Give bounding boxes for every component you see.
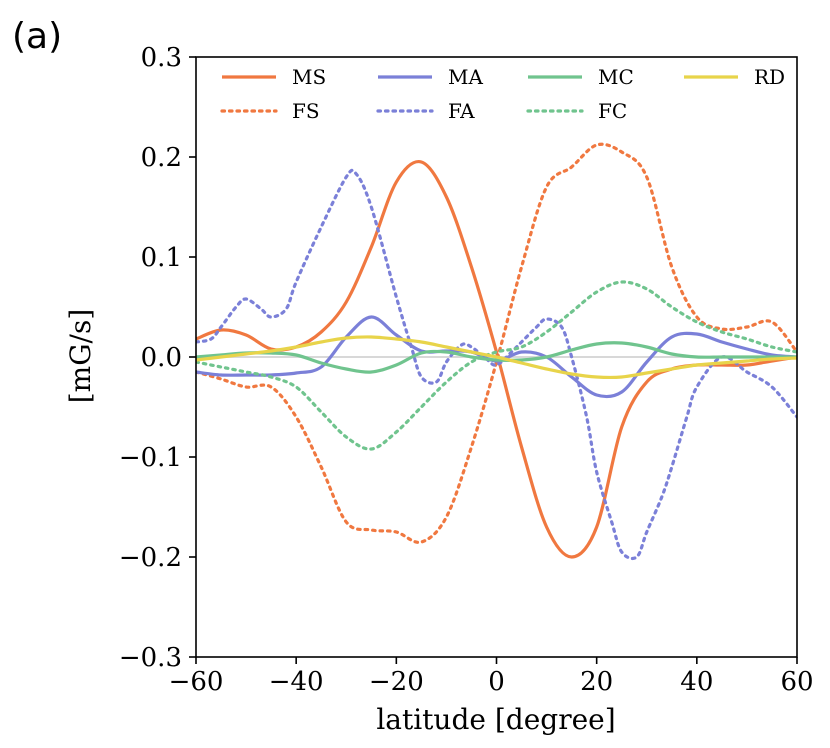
legend-label-fa: FA (448, 99, 475, 123)
legend-label-ma: MA (448, 65, 483, 89)
x-axis-label: latitude [degree] (376, 703, 615, 736)
legend-label-rd: RD (754, 65, 785, 89)
y-tick-label: −0.1 (119, 443, 182, 473)
legend-label-mc: MC (598, 65, 634, 89)
series-line-rd (196, 335, 797, 380)
x-tick-label: 60 (780, 667, 813, 697)
y-axis-label: [mG/s] (64, 309, 97, 404)
plot-area (196, 142, 797, 561)
series-line-fc (196, 280, 797, 451)
series-line-fa (196, 168, 797, 561)
y-tick-label: 0.3 (141, 43, 182, 73)
series-line-fs (196, 142, 797, 544)
legend-label-fc: FC (598, 99, 627, 123)
legend: MS MA MC RD FS FA FC (220, 65, 785, 123)
panel-label: (a) (12, 16, 62, 57)
legend-label-fs: FS (292, 99, 320, 123)
x-tick-label: 40 (680, 667, 713, 697)
y-tick-label: −0.2 (119, 543, 182, 573)
x-tick-label: 0 (488, 667, 505, 697)
axes: −60 −40 −20 0 20 40 60 −0.3 −0.2 −0.1 0.0 0.1 0.2 0.3 (119, 43, 814, 697)
legend-label-ms: MS (292, 65, 326, 89)
x-tick-label: −40 (269, 667, 324, 697)
y-tick-label: 0.0 (141, 343, 182, 373)
y-tick-label: 0.1 (141, 243, 182, 273)
series-line-mc (196, 341, 797, 374)
y-tick-label: 0.2 (141, 143, 182, 173)
x-tick-label: −60 (169, 667, 224, 697)
y-tick-label: −0.3 (119, 643, 182, 673)
x-tick-label: −20 (369, 667, 424, 697)
x-tick-label: 20 (580, 667, 613, 697)
